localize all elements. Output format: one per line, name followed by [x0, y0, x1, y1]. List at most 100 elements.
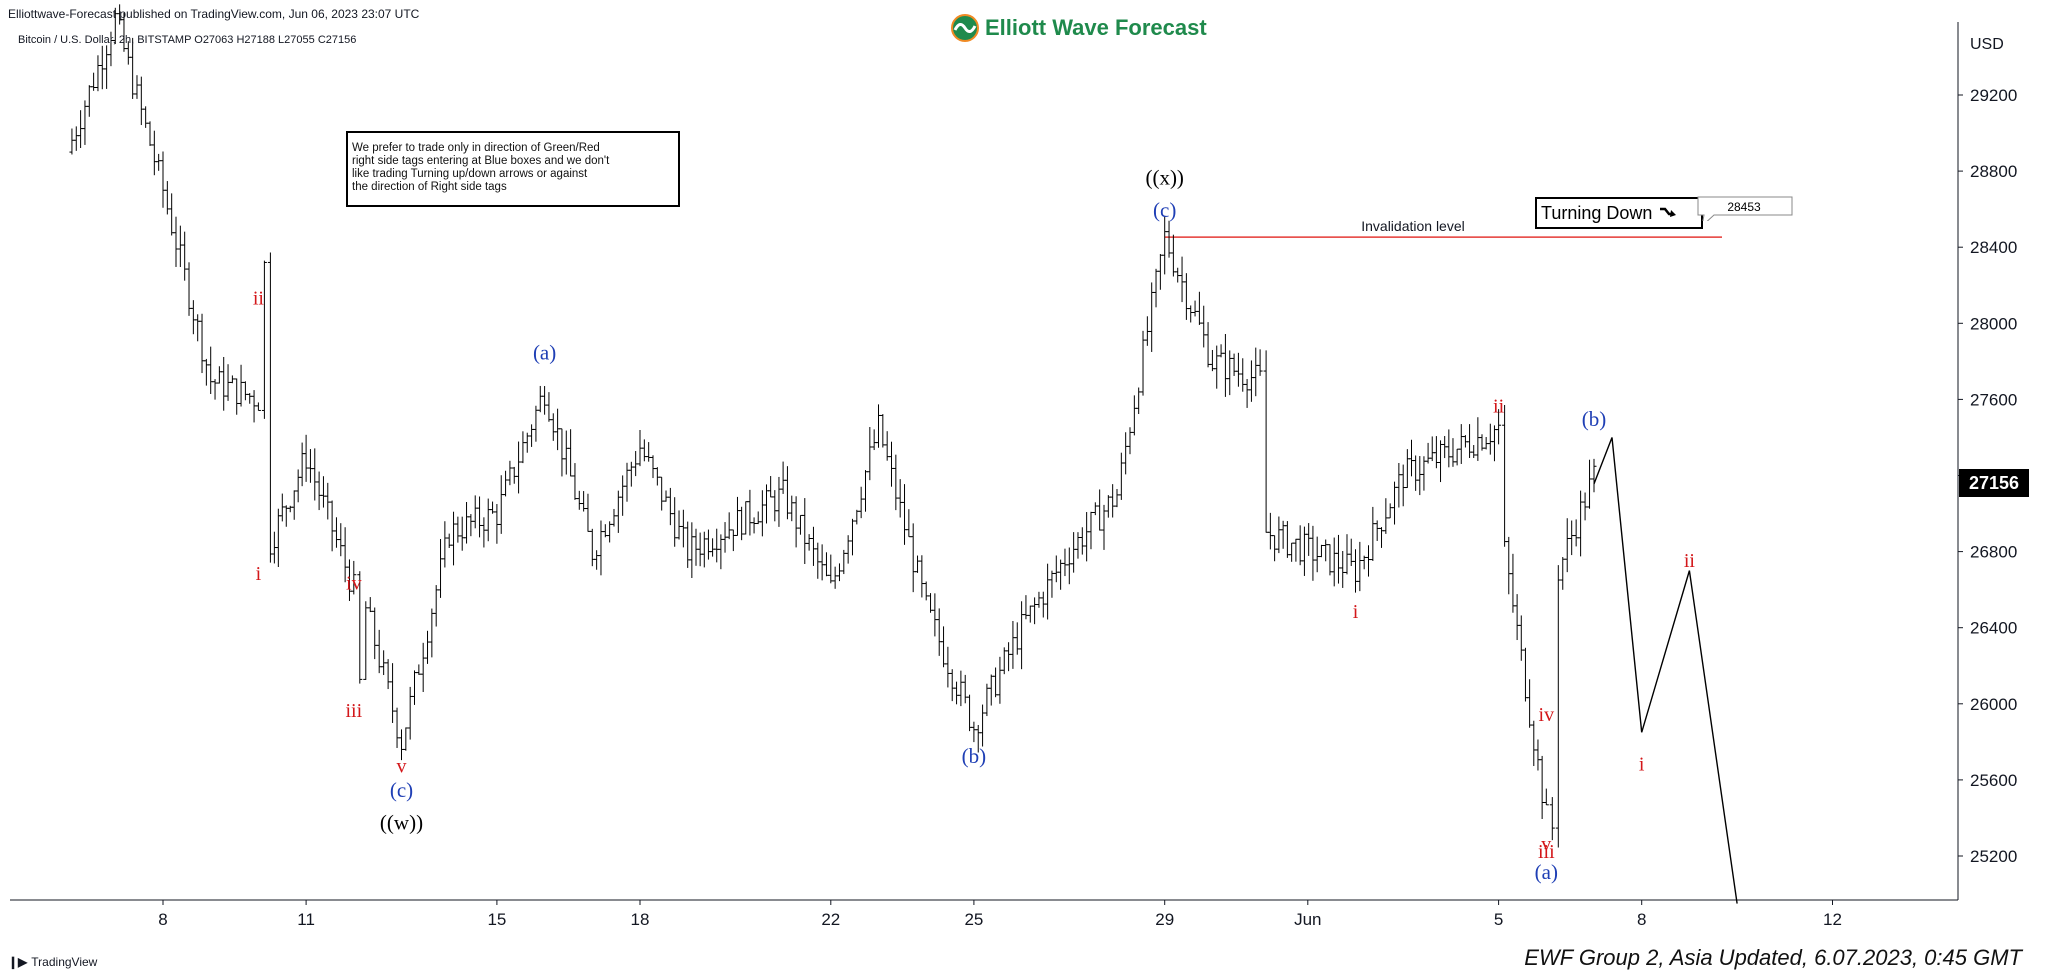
- price-bar: [73, 126, 79, 151]
- brand-name: Elliott Wave Forecast: [985, 15, 1207, 40]
- price-bar: [1387, 503, 1393, 519]
- price-bar: [845, 535, 851, 564]
- price-bar: [836, 563, 842, 582]
- turning-down-label: Turning Down: [1541, 202, 1653, 223]
- price-bar: [751, 517, 757, 534]
- price-bar: [1458, 424, 1464, 464]
- currency-label: USD: [1970, 36, 2004, 53]
- price-bar: [576, 490, 582, 510]
- price-bar: [743, 501, 749, 535]
- price-bar: [611, 508, 617, 527]
- invalidation-price: 28453: [1727, 200, 1761, 214]
- note-line: like trading Turning up/down arrows or a…: [352, 168, 588, 180]
- price-bar: [1240, 358, 1246, 392]
- price-bar: [529, 424, 535, 447]
- price-bar: [598, 520, 604, 576]
- price-bar: [563, 430, 569, 475]
- price-bar: [902, 484, 908, 545]
- price-bar: [1131, 395, 1137, 436]
- price-bar: [1587, 459, 1593, 509]
- price-bar: [363, 601, 369, 680]
- price-bar: [667, 487, 673, 526]
- price-bar: [1001, 647, 1007, 675]
- price-bar: [537, 385, 543, 413]
- price-bar: [858, 486, 864, 519]
- price-bar: [1487, 423, 1493, 455]
- price-bar: [1408, 439, 1414, 477]
- price-bar: [1318, 544, 1324, 558]
- price-bar: [810, 526, 816, 566]
- price-bar: [138, 76, 144, 126]
- price-bar: [381, 650, 387, 676]
- price-bar: [1344, 534, 1350, 575]
- elliott-wave-logo-icon: [951, 14, 979, 42]
- price-bar: [1222, 333, 1228, 397]
- price-bar: [602, 524, 608, 538]
- price-bar: [1370, 506, 1376, 561]
- price-bar: [559, 428, 565, 477]
- price-bar: [182, 231, 188, 281]
- price-bar: [472, 495, 478, 529]
- price-bar: [1502, 404, 1508, 547]
- price-bar: [1510, 553, 1516, 613]
- wave-label: v: [397, 755, 407, 777]
- price-bar: [1560, 557, 1566, 590]
- price-bar: [871, 429, 877, 451]
- price-bar: [815, 542, 821, 579]
- price-bar: [819, 544, 825, 581]
- price-bar: [941, 626, 947, 668]
- price-bar: [997, 656, 1003, 704]
- turning-down-tag: Turning Down: [1535, 197, 1703, 229]
- price-bar: [854, 509, 860, 525]
- price-bar: [1088, 511, 1094, 550]
- price-bar: [893, 454, 899, 511]
- price-bar: [464, 502, 470, 544]
- wave-label: i: [256, 563, 262, 585]
- price-bar: [1084, 512, 1090, 562]
- price-bar: [1053, 555, 1059, 583]
- price-bar: [412, 670, 418, 705]
- price-bar: [628, 461, 634, 487]
- price-bar: [1450, 438, 1456, 467]
- price-bar: [367, 597, 373, 613]
- price-bar: [1366, 545, 1372, 577]
- y-tick-label: 26400: [1970, 619, 2017, 638]
- price-bar: [919, 555, 925, 598]
- price-bar: [962, 674, 968, 704]
- price-bar: [734, 496, 740, 536]
- wave-label: i: [1353, 601, 1359, 623]
- price-bar: [1591, 458, 1597, 493]
- price-bar: [910, 523, 916, 593]
- price-bar: [624, 462, 630, 502]
- price-bar: [1170, 234, 1176, 277]
- price-bar: [710, 538, 716, 557]
- price-tag-shape: [1697, 196, 1793, 221]
- price-bar: [507, 460, 513, 486]
- price-bar: [1425, 442, 1431, 464]
- price-bar: [980, 704, 986, 747]
- price-bar: [867, 427, 873, 481]
- price-bar: [1280, 520, 1286, 549]
- price-bar: [225, 364, 231, 401]
- price-bar: [689, 522, 695, 579]
- price-bar: [511, 466, 517, 484]
- x-tick-label: 15: [487, 910, 506, 929]
- price-bar: [275, 508, 281, 568]
- price-bar: [279, 493, 285, 522]
- symbol-legend[interactable]: Bitcoin / U.S. Dollar, 2h, BITSTAMP O270…: [18, 34, 357, 46]
- price-bar: [747, 489, 753, 536]
- price-bar: [1263, 350, 1269, 533]
- price-bar: [633, 451, 639, 477]
- price-bar: [1267, 512, 1273, 550]
- price-bar: [1244, 378, 1250, 408]
- price-bar: [1331, 537, 1337, 587]
- price-bar: [1040, 591, 1046, 618]
- price-bar: [1183, 273, 1189, 320]
- price-bar: [1454, 448, 1460, 466]
- price-bar: [949, 669, 955, 702]
- price-bar: [316, 471, 322, 511]
- price-bar: [1136, 387, 1142, 415]
- price-bar: [1531, 720, 1537, 767]
- price-bar: [99, 45, 105, 90]
